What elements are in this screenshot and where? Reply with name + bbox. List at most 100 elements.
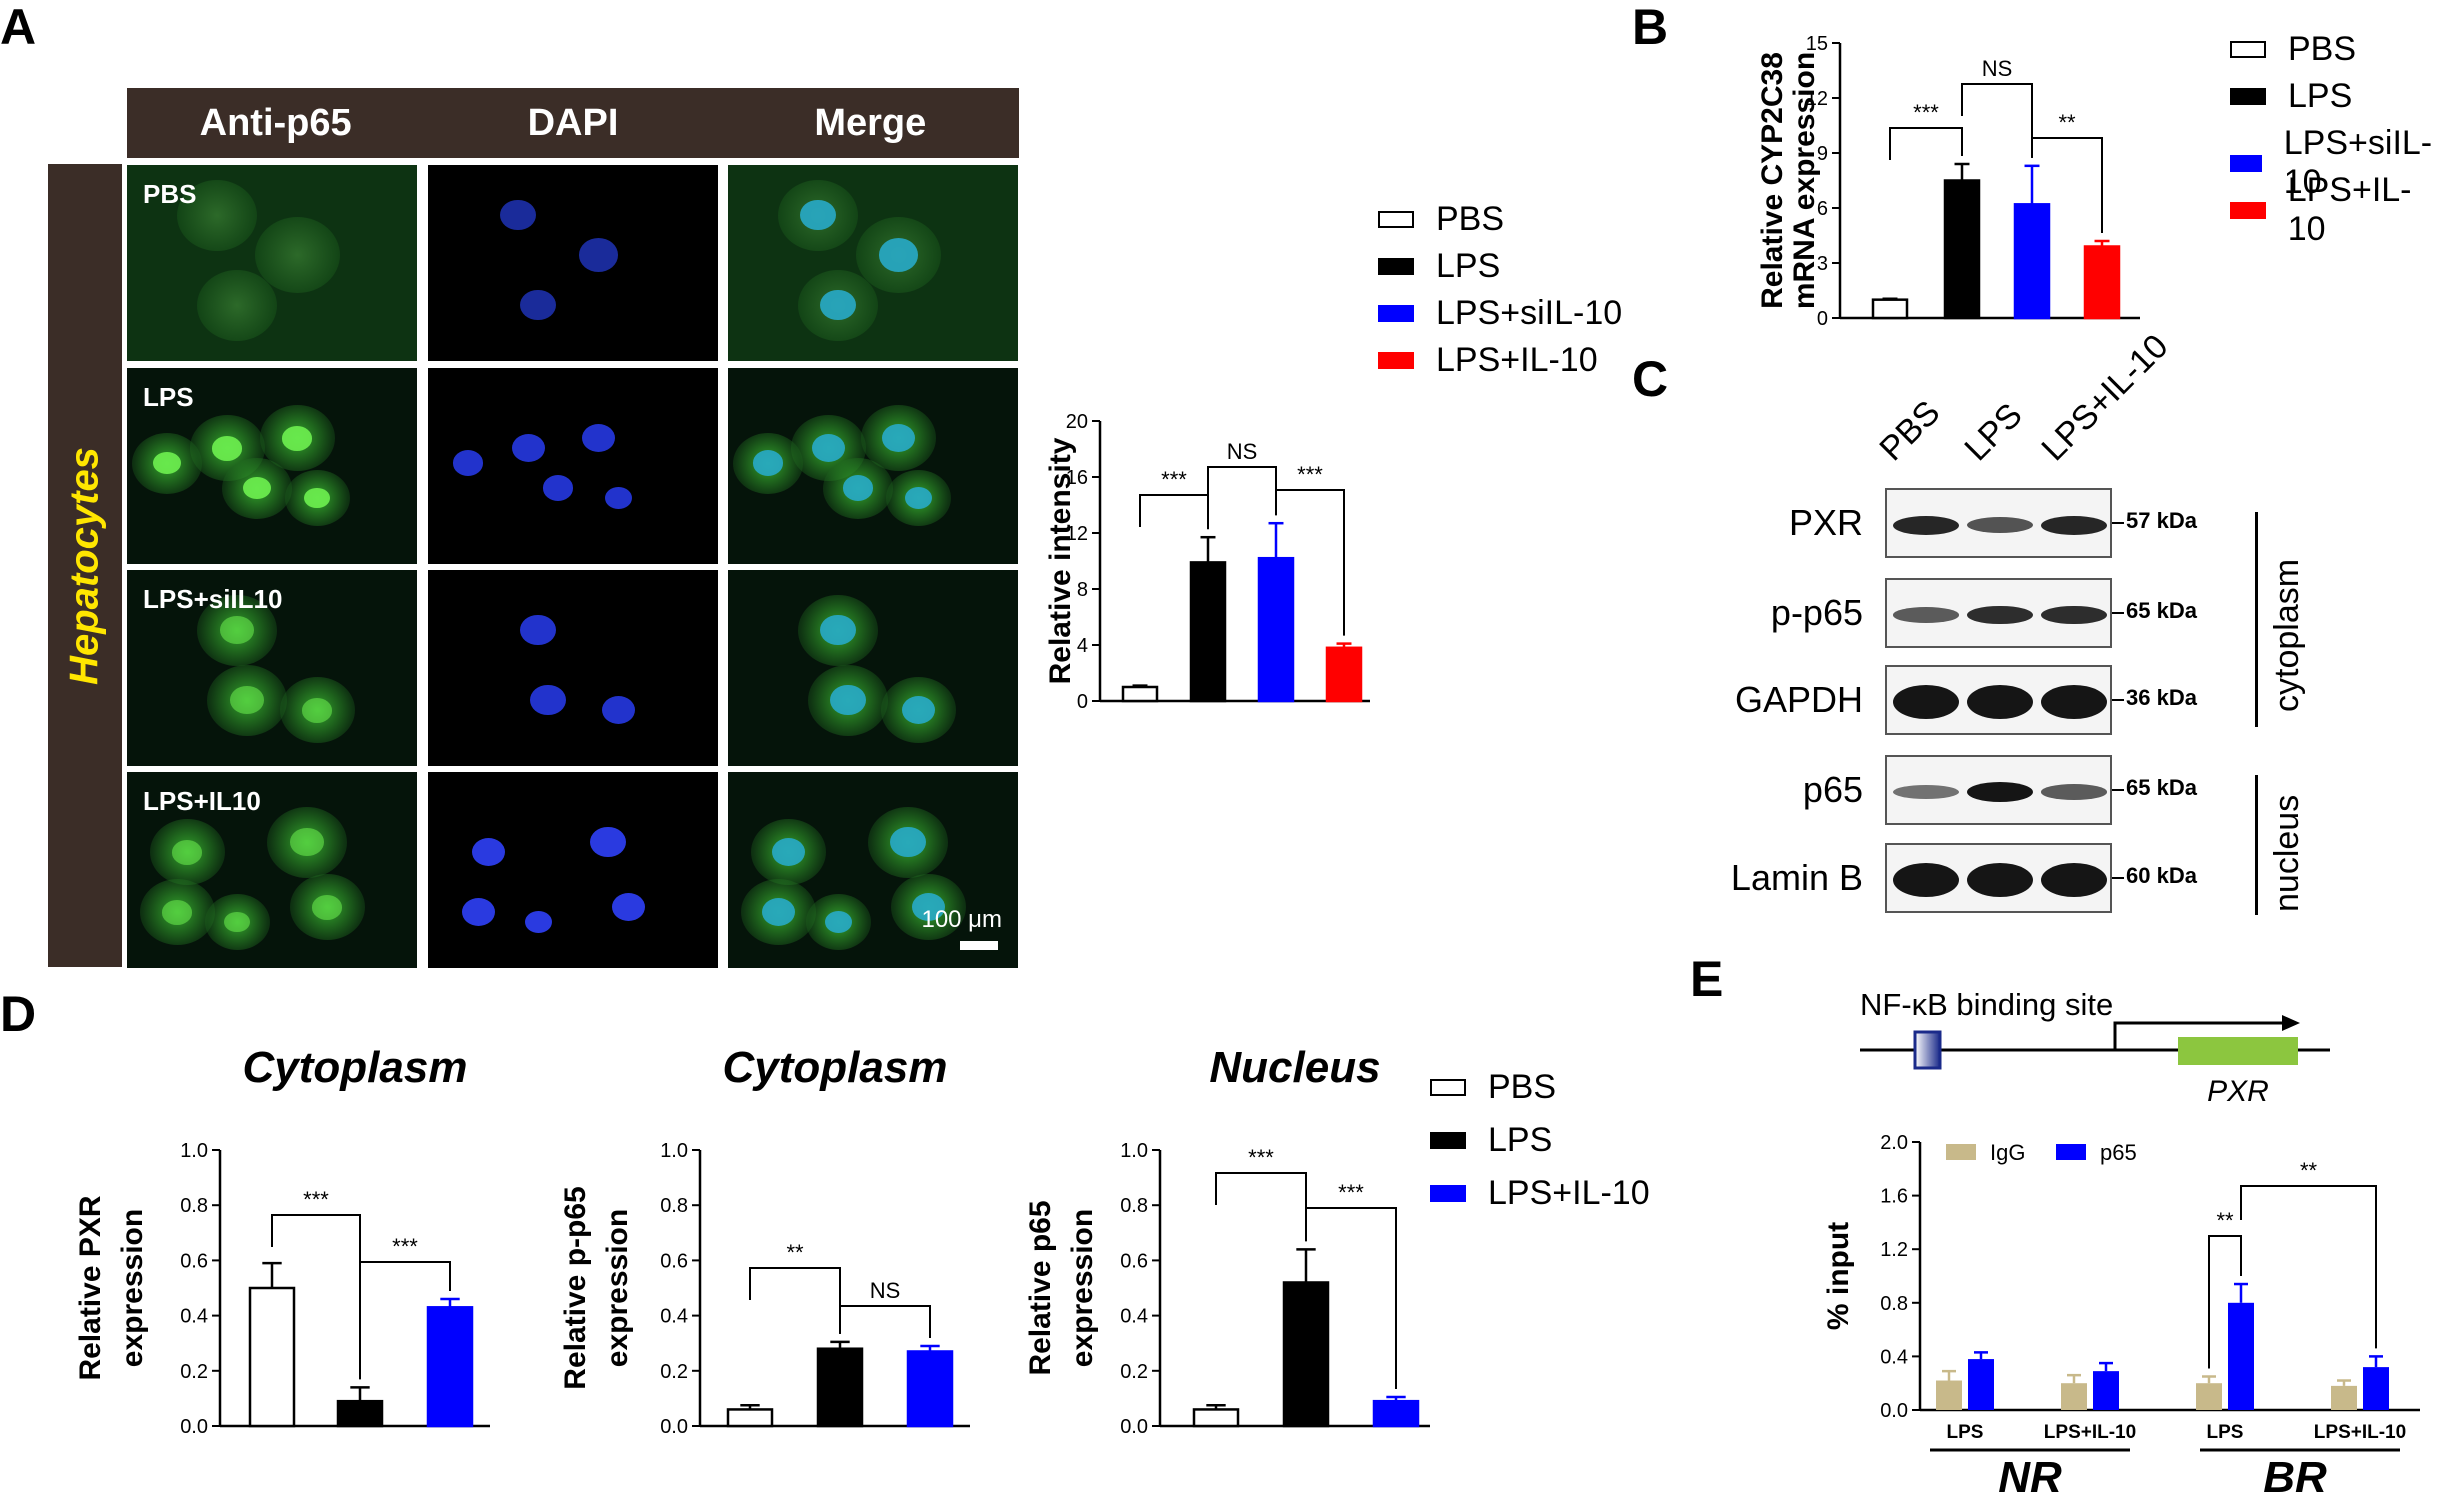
- y-tick-label: 0.8: [1880, 1293, 1908, 1315]
- x-tick-label: LPS: [1947, 1422, 1984, 1443]
- y-tick-label: 0: [1817, 308, 1828, 330]
- y-tick-label: 1.0: [1120, 1140, 1148, 1162]
- y-axis-label: Relative p65: [1024, 1200, 1057, 1375]
- y-tick-label: 9: [1817, 143, 1828, 165]
- group-label-nr: NR: [1998, 1453, 2062, 1500]
- kda-tick: [2112, 789, 2124, 791]
- blot-label: GAPDH: [1734, 679, 1863, 720]
- if-image-anti-p65: LPS+IL10: [127, 772, 417, 968]
- y-tick-label: 0.6: [1120, 1250, 1148, 1272]
- cell-nucleus: [590, 826, 626, 858]
- cell-nucleus: [500, 199, 536, 231]
- y-axis-label: Relative intensity: [1044, 437, 1077, 684]
- cell-nucleus: [820, 614, 856, 646]
- significance-bracket: [359, 1261, 451, 1294]
- bar-pbs: [1871, 298, 1909, 320]
- cell-nucleus: [530, 684, 566, 716]
- tss-arrow: [2113, 1021, 2290, 1050]
- cell-nucleus-signal: [224, 912, 250, 932]
- chart-title: Cytoplasm: [723, 1043, 948, 1092]
- cell-nucleus-signal: [230, 686, 264, 714]
- legend-a-il10: LPS+IL-10: [1378, 341, 1598, 380]
- lane-label-pbs: PBS: [1872, 393, 1948, 469]
- legend-label: PBS: [1436, 200, 1505, 238]
- y-axis-label: expression: [116, 1209, 149, 1367]
- legend-a-pbs: PBS: [1378, 200, 1504, 239]
- y-tick-label: 20: [1066, 411, 1088, 433]
- bar-lps: [816, 1347, 864, 1428]
- blot-band: [2041, 863, 2107, 897]
- scale-bar: [960, 941, 998, 950]
- cell-nucleus: [911, 893, 945, 921]
- y-tick-label: 0.0: [1880, 1400, 1908, 1422]
- significance-bracket: [2031, 137, 2103, 233]
- legend-b-siil10: LPS+siIL-10: [2230, 124, 2448, 202]
- group-label-br: BR: [2263, 1453, 2327, 1500]
- legend-b-lps: LPS: [2230, 77, 2352, 116]
- y-tick-label: 0.2: [1120, 1361, 1148, 1383]
- hepatocytes-label: Hepatocytes: [62, 446, 107, 685]
- cell-nucleus: [578, 238, 618, 272]
- y-tick-label: 0.2: [180, 1361, 208, 1383]
- blot-band: [1893, 785, 1959, 799]
- y-tick-label: 0.4: [1880, 1346, 1908, 1368]
- legend-label: LPS+siIL-10: [1436, 294, 1623, 332]
- if-image-dapi: [428, 165, 718, 361]
- cell-nucleus: [453, 450, 483, 476]
- significance-bracket: [2240, 1185, 2377, 1349]
- legend-d-lps: LPS: [1430, 1121, 1552, 1160]
- y-tick-label: 3: [1817, 253, 1828, 275]
- bar-lps-il-10: [906, 1350, 954, 1428]
- legend-a-lps: LPS: [1378, 247, 1500, 286]
- y-tick-label: 1.6: [1880, 1186, 1908, 1208]
- y-tick-label: 0.4: [1120, 1306, 1148, 1328]
- bar-igg: [2061, 1383, 2087, 1410]
- x-tick-label: LPS: [2207, 1422, 2244, 1443]
- y-tick-label: 0.2: [660, 1361, 688, 1383]
- blot-band: [1893, 863, 1959, 897]
- cell-nucleus: [878, 238, 918, 272]
- bar-lps: [1943, 179, 1981, 320]
- blot-kda-label: 65 kDa: [2126, 598, 2197, 623]
- blot-band: [1967, 863, 2033, 897]
- chart-chip-percent-input: 0.0 0.4 0.8 1.2 1.6 2.0 % input IgG p65 LPS LPS+IL…: [1822, 1132, 2420, 1500]
- blot-band: [2041, 605, 2107, 625]
- if-image-dapi: [428, 772, 718, 968]
- legend-swatch-p65: [2056, 1144, 2086, 1160]
- blot-membrane: [1885, 755, 2112, 825]
- cell-nucleus-signal: [304, 488, 330, 508]
- legend-swatch: [1378, 211, 1414, 228]
- panel-letter-d: D: [0, 986, 37, 1042]
- y-axis-label: Relative p-p65: [559, 1186, 592, 1389]
- y-tick-label: 0.0: [1120, 1416, 1148, 1438]
- bar-pbs: [1121, 685, 1159, 703]
- legend-label: LPS+IL-10: [2287, 171, 2412, 248]
- y-tick-label: 2.0: [1880, 1132, 1908, 1154]
- significance-label: ***: [1913, 100, 1939, 125]
- cell-nucleus-signal: [220, 616, 254, 644]
- x-tick-label: LPS+IL-10: [2044, 1422, 2136, 1443]
- significance-label: ***: [1338, 1180, 1364, 1205]
- bar-p65: [2228, 1302, 2254, 1410]
- significance-bracket: [749, 1267, 841, 1334]
- significance-label: ***: [303, 1187, 329, 1212]
- y-axis-label: mRNA expression: [1788, 52, 1821, 309]
- legend-swatch: [1378, 352, 1414, 369]
- legend-swatch: [2230, 88, 2266, 105]
- blot-kda-label: 65 kDa: [2126, 775, 2197, 800]
- significance-bracket: [271, 1214, 361, 1380]
- panel-letter-a: A: [0, 0, 37, 55]
- legend-label: LPS+IL-10: [1488, 1174, 1650, 1212]
- blot-membrane: [1885, 488, 2112, 558]
- significance-label: NS: [1982, 56, 2013, 81]
- legend-label: LPS: [1436, 247, 1501, 285]
- bar-lps-il-10: [426, 1306, 474, 1428]
- significance-label: **: [2300, 1158, 2318, 1183]
- bar-lps: [1189, 561, 1227, 703]
- bar-lps-siil-10: [1257, 556, 1295, 703]
- if-image-anti-p65: LPS+siIL10: [127, 570, 417, 766]
- y-axis-label: Relative PXR: [74, 1195, 107, 1380]
- kda-tick: [2112, 699, 2124, 701]
- legend-swatch: [2230, 201, 2266, 219]
- fraction-nucleus: nucleus: [2268, 794, 2306, 912]
